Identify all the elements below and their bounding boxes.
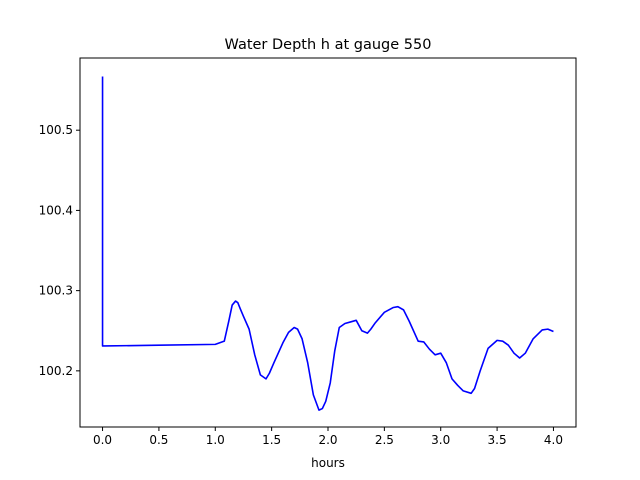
y-tick-label: 100.5 (39, 123, 73, 137)
plot-frame (79, 57, 577, 428)
y-tick-label: 100.4 (39, 203, 73, 217)
x-tick-label: 4.0 (544, 433, 563, 447)
x-tick-label: 3.0 (431, 433, 450, 447)
x-tick-label: 0.5 (149, 433, 168, 447)
series-line-0 (101, 76, 554, 411)
x-tick-label: 2.5 (375, 433, 394, 447)
x-tick-label: 0.0 (93, 433, 112, 447)
x-tick-label: 1.5 (262, 433, 281, 447)
chart-title: Water Depth h at gauge 550 (225, 37, 432, 53)
plot-area (101, 76, 554, 411)
x-axis-label: hours (311, 456, 345, 470)
y-tick-label: 100.3 (39, 284, 73, 298)
x-tick-label: 3.5 (488, 433, 507, 447)
y-tick-label: 100.2 (39, 364, 73, 378)
x-tick-label: 1.0 (206, 433, 225, 447)
y-axis: 100.2 100.3 100.4 100.5 (39, 123, 80, 378)
x-axis: 0.0 0.5 1.0 1.5 2.0 2.5 3.0 3.5 4.0 (93, 427, 563, 447)
x-tick-label: 2.0 (318, 433, 337, 447)
